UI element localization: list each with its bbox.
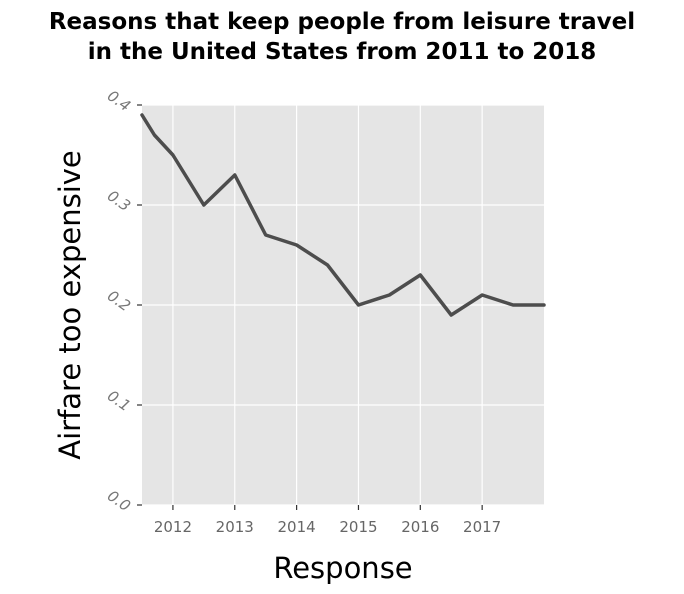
series-line-0 xyxy=(140,113,546,317)
x-tick-label: 2015 xyxy=(339,518,377,536)
x-tick-label: 2013 xyxy=(216,518,254,536)
y-tick-label: 0.3 xyxy=(104,187,134,215)
y-tick-label: 0.0 xyxy=(104,487,134,515)
x-tick-label: 2012 xyxy=(154,518,192,536)
y-tick-label: 0.1 xyxy=(104,387,134,415)
chart-title-line-1: Reasons that keep people from leisure tr… xyxy=(49,9,635,35)
x-axis-label: Response xyxy=(273,551,412,585)
x-tick-label: 2014 xyxy=(278,518,316,536)
y-tick-label: 0.4 xyxy=(104,87,134,115)
x-tick-label: 2017 xyxy=(463,518,501,536)
y-tick-label: 0.2 xyxy=(104,287,134,315)
y-axis: 0.0 0.1 0.2 0.3 0.4 xyxy=(104,87,142,515)
chart-title-line-2: in the United States from 2011 to 2018 xyxy=(88,39,597,65)
x-axis: 2012 2013 2014 2015 2016 2017 xyxy=(154,505,501,536)
series-line-group xyxy=(140,113,546,317)
x-tick-label: 2016 xyxy=(401,518,439,536)
grid xyxy=(142,104,544,506)
y-axis-label: Airfare too expensive xyxy=(53,150,87,460)
